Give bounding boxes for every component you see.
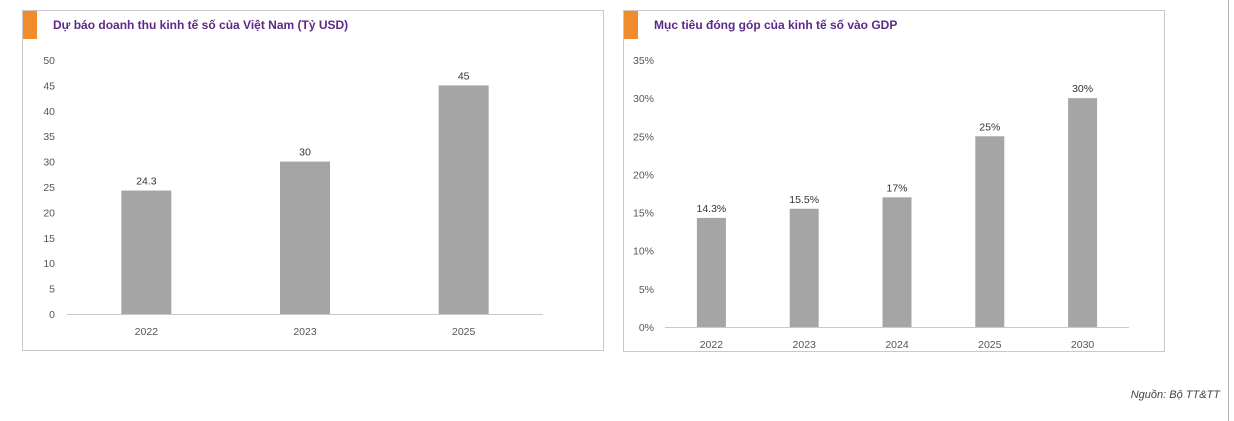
y-tick-label: 30%	[633, 93, 654, 105]
y-tick-label: 50	[43, 55, 55, 67]
y-tick-label: 40	[43, 106, 55, 118]
y-tick-label: 25	[43, 182, 55, 194]
y-tick-label: 35	[43, 131, 55, 143]
y-tick-label: 10%	[633, 246, 654, 258]
y-tick-label: 10	[43, 258, 55, 270]
x-tick-label: 2023	[293, 326, 317, 338]
bar	[975, 136, 1005, 327]
bar	[121, 190, 172, 314]
source-note: Nguồn: Bộ TT&TT	[1130, 389, 1220, 401]
y-tick-label: 0	[49, 309, 55, 321]
x-tick-label: 2030	[1071, 339, 1095, 351]
x-tick-label: 2024	[885, 339, 909, 351]
y-tick-label: 35%	[633, 55, 654, 67]
y-tick-label: 45	[43, 80, 55, 92]
y-tick-label: 0%	[639, 322, 654, 334]
data-label: 30%	[1072, 83, 1093, 95]
y-tick-label: 15%	[633, 208, 654, 220]
x-tick-label: 2022	[700, 339, 724, 351]
x-tick-label: 2025	[978, 339, 1002, 351]
bar	[280, 161, 330, 314]
gdp-contribution-chart: Mục tiêu đóng góp của kinh tế số vào GDP…	[623, 10, 1165, 352]
x-tick-label: 2025	[452, 326, 476, 338]
title-accent-bar	[23, 11, 37, 39]
chart-title: Mục tiêu đóng góp của kinh tế số vào GDP	[654, 18, 898, 32]
gdp-bar-plot: 0% 5% 10% 15% 20% 25% 30% 35% 14.3% 2022 15.5% 2023…	[633, 55, 1129, 351]
data-label: 17%	[886, 182, 907, 194]
y-tick-label: 20%	[633, 169, 654, 181]
y-tick-label: 5	[49, 284, 55, 296]
bar	[696, 217, 726, 327]
bar	[1068, 98, 1098, 328]
bar	[438, 85, 489, 315]
data-label: 45	[458, 70, 470, 82]
data-label: 30	[299, 147, 311, 159]
page-right-divider	[1228, 0, 1229, 421]
chart-title: Dự báo doanh thu kinh tế số của Việt Nam…	[53, 18, 349, 32]
bar	[789, 208, 819, 327]
data-label: 14.3%	[697, 203, 727, 215]
y-tick-label: 5%	[639, 284, 654, 296]
title-accent-bar	[624, 11, 638, 39]
y-tick-label: 20	[43, 207, 55, 219]
data-label: 15.5%	[789, 194, 819, 206]
y-tick-label: 30	[43, 157, 55, 169]
data-label: 25%	[979, 121, 1000, 133]
x-tick-label: 2022	[135, 326, 159, 338]
bar	[882, 197, 912, 327]
y-tick-label: 15	[43, 233, 55, 245]
y-tick-label: 25%	[633, 131, 654, 143]
x-tick-label: 2023	[793, 339, 817, 351]
revenue-forecast-chart: Dự báo doanh thu kinh tế số của Việt Nam…	[22, 10, 604, 351]
data-label: 24.3	[136, 176, 157, 188]
